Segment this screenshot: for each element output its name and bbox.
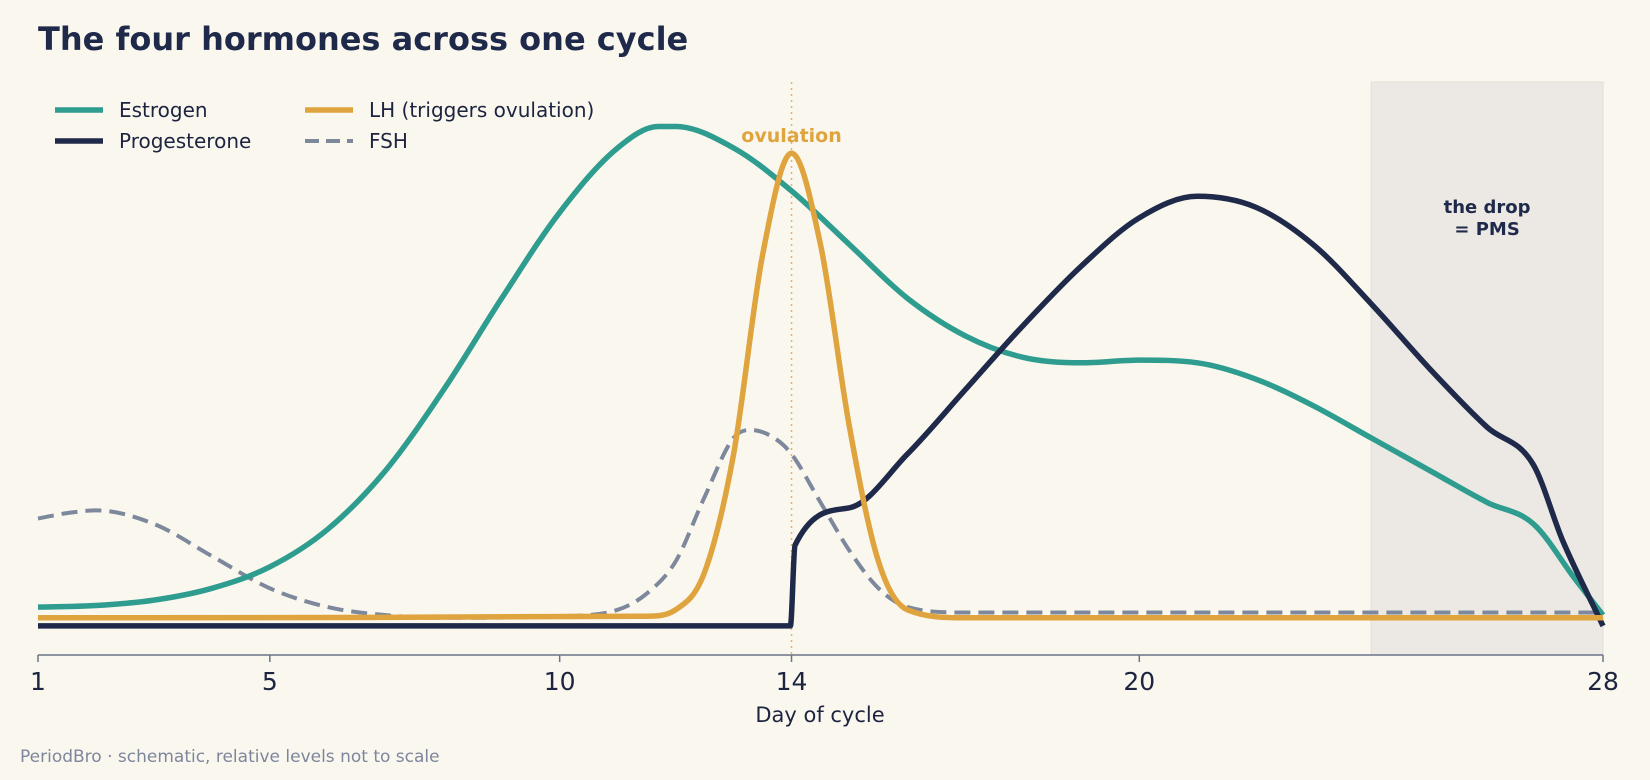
ovulation-layer: ovulation — [741, 82, 842, 655]
ovulation-label: ovulation — [741, 125, 841, 147]
series-line-lh — [37, 150, 1603, 621]
series-layer — [37, 123, 1606, 629]
x-axis-label: Day of cycle — [755, 703, 884, 727]
chart-title: The four hormones across one cycle — [38, 20, 689, 58]
x-axis: 1 5 10 14 20 28 — [30, 654, 1619, 696]
series-line-estrogen — [37, 123, 1606, 617]
pms-label: the drop = PMS — [1444, 197, 1531, 240]
x-tick-label: 5 — [262, 667, 278, 696]
series-line-fsh — [37, 427, 1603, 620]
footnote: PeriodBro · schematic, relative levels n… — [20, 747, 440, 767]
legend-label: FSH — [369, 129, 408, 153]
pms-label-line: = PMS — [1454, 219, 1519, 240]
legend-label: Progesterone — [119, 129, 251, 153]
x-tick-label: 28 — [1587, 667, 1619, 696]
legend-label: LH (triggers ovulation) — [369, 98, 594, 122]
legend-label: Estrogen — [119, 98, 208, 122]
x-tick-label: 20 — [1123, 667, 1155, 696]
pms-label-line: the drop — [1444, 197, 1531, 218]
legend: Estrogen Progesterone LH (triggers ovulati… — [55, 98, 594, 153]
x-tick-label: 1 — [30, 667, 46, 696]
series-line-progesterone — [38, 193, 1606, 629]
x-tick-label: 10 — [544, 667, 576, 696]
x-tick-label: 14 — [776, 667, 808, 696]
